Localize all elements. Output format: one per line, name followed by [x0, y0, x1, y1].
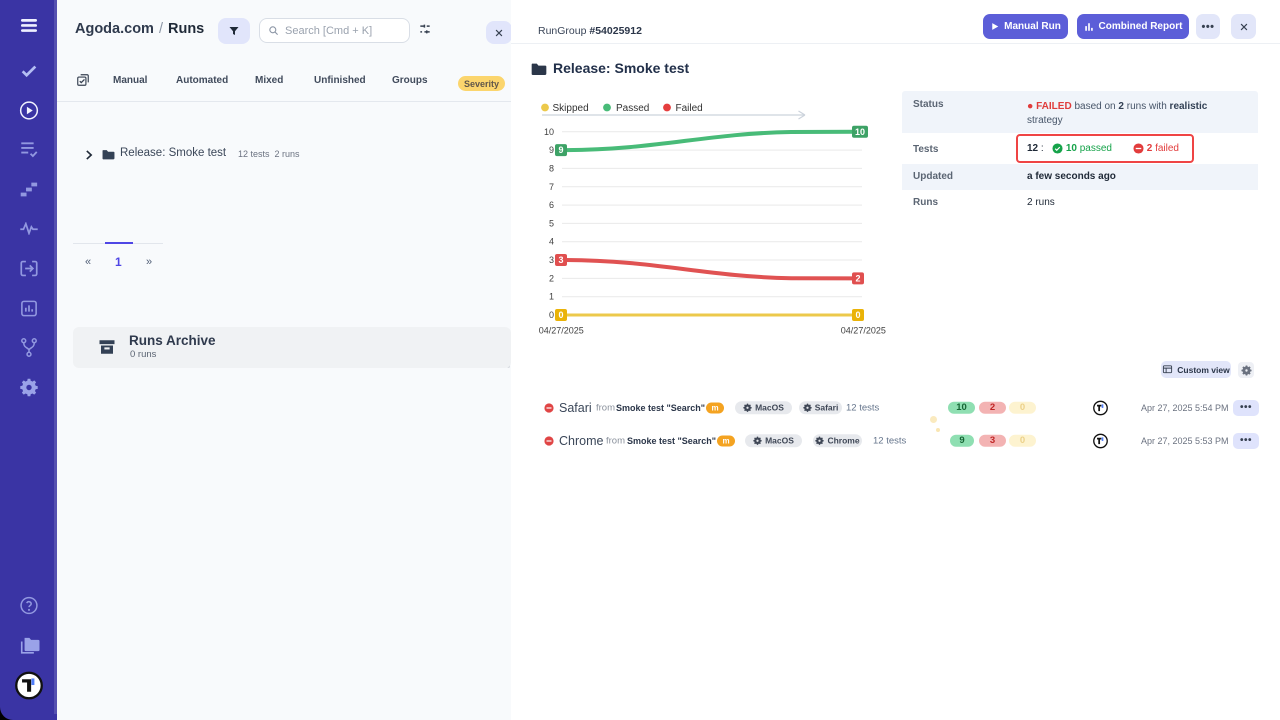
svg-text:0: 0: [855, 310, 860, 320]
svg-text:10: 10: [544, 127, 554, 137]
svg-text:8: 8: [549, 163, 554, 173]
svg-text:3: 3: [558, 255, 563, 265]
svg-text:1: 1: [549, 292, 554, 302]
svg-text:Skipped: Skipped: [553, 103, 589, 114]
svg-text:04/27/2025: 04/27/2025: [539, 325, 584, 335]
svg-text:0: 0: [558, 310, 563, 320]
svg-text:7: 7: [549, 182, 554, 192]
svg-text:2: 2: [855, 273, 860, 283]
svg-text:6: 6: [549, 200, 554, 210]
svg-text:4: 4: [549, 237, 554, 247]
svg-text:2: 2: [549, 273, 554, 283]
svg-text:3: 3: [549, 255, 554, 265]
svg-text:9: 9: [558, 145, 563, 155]
svg-text:10: 10: [855, 127, 865, 137]
svg-text:Failed: Failed: [676, 103, 703, 114]
svg-text:5: 5: [549, 218, 554, 228]
svg-text:04/27/2025: 04/27/2025: [841, 325, 886, 335]
svg-text:9: 9: [549, 145, 554, 155]
svg-text:0: 0: [549, 310, 554, 320]
svg-text:Passed: Passed: [616, 103, 649, 114]
